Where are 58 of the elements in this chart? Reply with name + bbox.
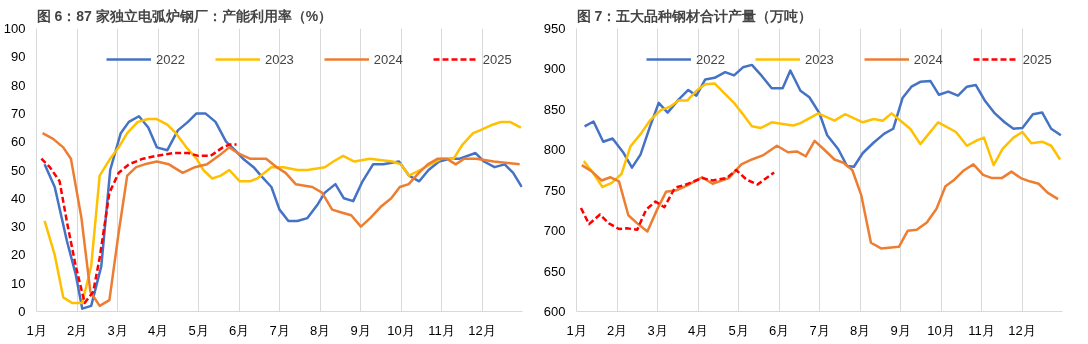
y-tick-label: 650 — [543, 263, 566, 279]
x-tick-label: 6月 — [228, 322, 250, 338]
y-tick-label: 70 — [11, 105, 26, 121]
y-tick-label: 60 — [11, 134, 26, 150]
x-tick-label: 2月 — [606, 322, 628, 338]
x-tick-label: 8月 — [309, 322, 331, 338]
legend-label: 2025 — [1022, 51, 1052, 67]
x-tick-label: 9月 — [350, 322, 371, 338]
x-tick-label: 11月 — [968, 322, 995, 338]
x-tick-label: 12月 — [468, 322, 496, 338]
y-tick-label: 40 — [11, 190, 26, 206]
y-tick-label: 80 — [11, 77, 26, 93]
x-tick-label: 2月 — [66, 322, 88, 338]
x-tick-label: 11月 — [428, 322, 455, 338]
line-series — [579, 168, 776, 232]
legend-label: 2024 — [913, 51, 943, 67]
x-tick-label: 7月 — [269, 322, 290, 338]
x-tick-label: 4月 — [687, 322, 709, 338]
x-tick-label: 7月 — [809, 322, 830, 338]
y-tick-label: 850 — [543, 101, 566, 117]
chart-title: 图 6：87 家独立电弧炉钢厂：产能利用率（%） — [36, 7, 333, 24]
y-tick-label: 90 — [11, 49, 26, 65]
legend-label: 2022 — [156, 51, 185, 67]
legend-label: 2023 — [804, 51, 834, 67]
x-tick-label: 1月 — [566, 322, 587, 338]
y-tick-label: 10 — [11, 275, 26, 291]
chart-title: 图 7：五大品种钢材合计产量（万吨） — [576, 7, 813, 24]
line-series — [583, 63, 1063, 169]
x-tick-label: 3月 — [647, 322, 668, 338]
x-tick-label: 8月 — [849, 322, 871, 338]
x-tick-label: 6月 — [768, 322, 790, 338]
y-tick-label: 30 — [11, 219, 26, 235]
x-tick-label: 3月 — [107, 322, 128, 338]
x-tick-label: 4月 — [147, 322, 169, 338]
legend-label: 2025 — [482, 51, 512, 67]
y-tick-label: 600 — [543, 304, 566, 319]
x-tick-label: 12月 — [1008, 322, 1036, 338]
y-tick-label: 800 — [543, 142, 566, 158]
y-tick-label: 20 — [11, 247, 26, 263]
x-tick-label: 5月 — [728, 322, 749, 338]
legend-label: 2022 — [696, 51, 725, 67]
y-tick-label: 50 — [11, 162, 26, 178]
y-tick-label: 100 — [3, 21, 26, 36]
x-tick-label: 10月 — [387, 322, 415, 338]
y-tick-label: 700 — [543, 223, 566, 239]
line-series — [580, 139, 1060, 250]
legend-label: 2023 — [264, 51, 294, 67]
y-tick-label: 0 — [18, 304, 26, 319]
y-tick-label: 900 — [543, 61, 566, 77]
line-series — [40, 143, 238, 305]
legend-label: 2024 — [373, 51, 403, 67]
x-tick-label: 5月 — [188, 322, 209, 338]
x-tick-label: 9月 — [890, 322, 911, 338]
x-tick-label: 10月 — [927, 322, 955, 338]
x-tick-label: 1月 — [26, 322, 47, 338]
line-series — [582, 82, 1062, 189]
y-tick-label: 750 — [543, 182, 566, 198]
y-tick-label: 950 — [543, 21, 566, 36]
